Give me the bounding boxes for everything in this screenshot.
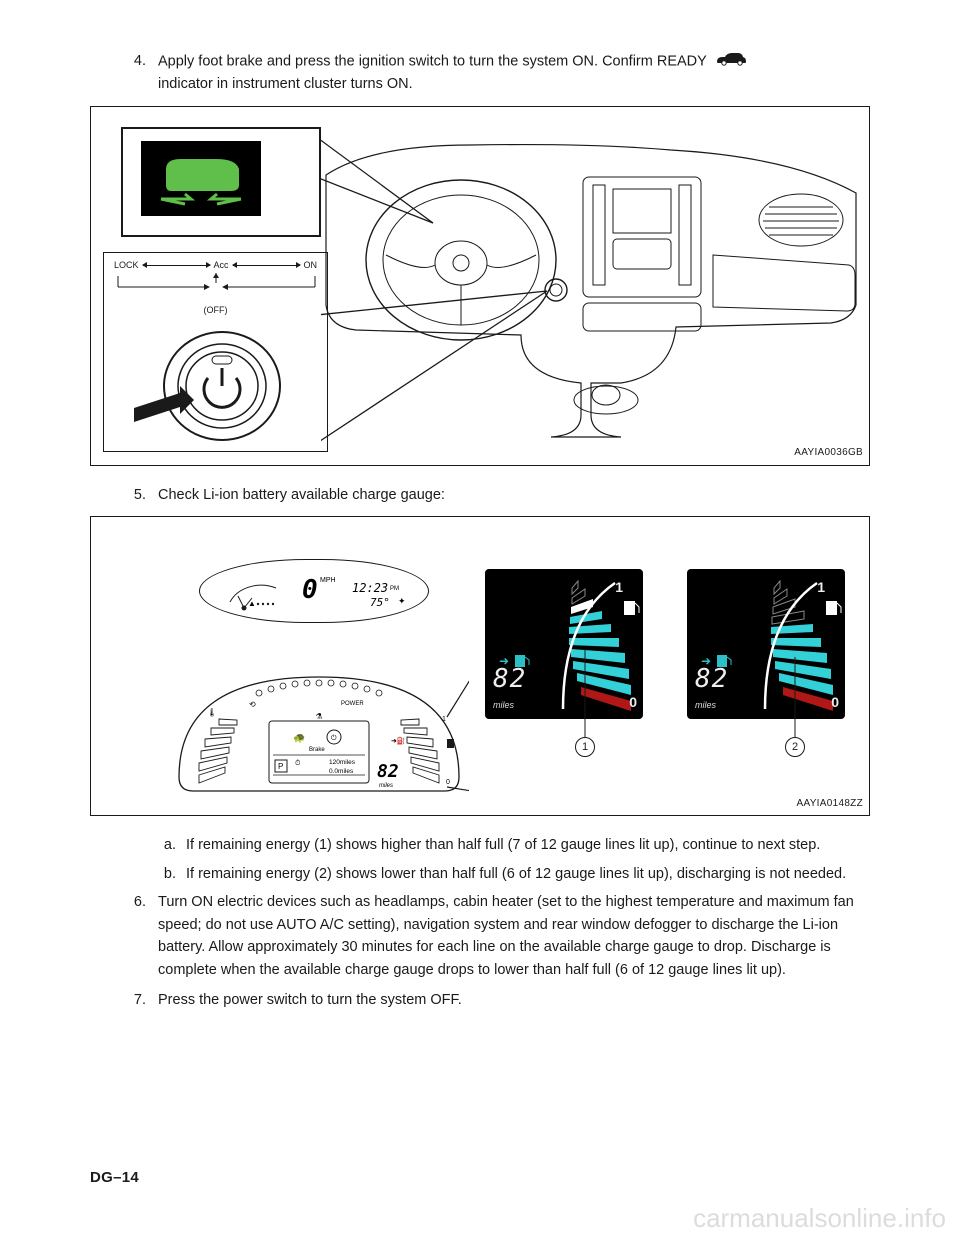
cluster-miles: miles <box>379 783 393 789</box>
substep-b-num: b. <box>158 863 186 885</box>
lower-cluster: ⟲ POWER 🌡 1 0 ➜⛽ ⚗ 🐢 ⏻ Brak <box>169 657 469 797</box>
svg-text:⏱: ⏱ <box>295 759 301 767</box>
cluster-brake: Brake <box>309 747 325 753</box>
upper-mph: MPH <box>320 577 336 584</box>
step-6-text: Turn ON electric devices such as headlam… <box>158 891 870 981</box>
fig1-id: AAYIA0036GB <box>794 445 863 461</box>
cluster-d2: 0.0miles <box>329 768 354 775</box>
svg-text:🐢: 🐢 <box>293 733 305 744</box>
cluster-p: P <box>278 762 283 771</box>
step-4-text: Apply foot brake and press the ignition … <box>158 50 870 96</box>
ign-lock-label: LOCK <box>114 259 139 273</box>
step-7: 7. Press the power switch to turn the sy… <box>124 989 870 1011</box>
step-4-line2: indicator in instrument cluster turns ON… <box>158 76 413 92</box>
fig1-ready-screen <box>141 141 261 216</box>
substep-a-text: If remaining energy (1) shows higher tha… <box>186 834 870 856</box>
cluster-one: 1 <box>442 716 446 723</box>
svg-text:▲: ▲ <box>248 599 256 608</box>
fig1-ignition-box: LOCK Acc ON (OFF) <box>103 252 328 452</box>
svg-text:⚗: ⚗ <box>315 712 322 721</box>
step-5-text: Check Li-ion battery available charge ga… <box>158 484 870 506</box>
step-7-text: Press the power switch to turn the syste… <box>158 989 870 1011</box>
gauge-tile-1: ➜ 1 0 82 miles <box>485 569 643 719</box>
figure-1: LOCK Acc ON (OFF) <box>90 106 870 466</box>
substep-b-text: If remaining energy (2) shows lower than… <box>186 863 870 885</box>
upper-pm: PM <box>390 586 399 592</box>
svg-text:➜⛽: ➜⛽ <box>391 736 406 745</box>
step-7-num: 7. <box>124 989 158 1011</box>
svg-text:⟲: ⟲ <box>249 700 256 709</box>
upper-time: 12:23 <box>352 581 388 595</box>
figure-2: ▲ 0 MPH 12:23 PM 75° ✦ ⟲ POWER <box>90 516 870 816</box>
ignition-state-row: LOCK Acc ON <box>104 253 327 273</box>
substep-b: b. If remaining energy (2) shows lower t… <box>158 863 870 885</box>
upper-zero: 0 <box>302 575 318 605</box>
svg-text:⏻: ⏻ <box>331 734 337 742</box>
step-5: 5. Check Li-ion battery available charge… <box>124 484 870 506</box>
ready-car-icon <box>715 50 747 73</box>
ign-off-label: (OFF) <box>104 304 327 318</box>
step-4-num: 4. <box>124 50 158 96</box>
upper-meter-arc: ▲ 0 MPH 12:23 PM 75° ✦ <box>199 559 429 623</box>
cluster-zero: 0 <box>446 779 450 786</box>
step-6-num: 6. <box>124 891 158 981</box>
step-4-line1: Apply foot brake and press the ignition … <box>158 54 707 70</box>
upper-temp: 75° <box>370 596 390 609</box>
page-number: DG–14 <box>90 1169 139 1186</box>
fig2-detail-area: ➜ 1 0 82 miles <box>485 569 845 759</box>
gauge-tile-2: ➜ 1 0 82 miles <box>687 569 845 719</box>
watermark: carmanualsonline.info <box>679 1195 960 1242</box>
cluster-range: 82 <box>377 761 399 782</box>
step-5-num: 5. <box>124 484 158 506</box>
ign-acc-label: Acc <box>214 259 229 273</box>
substep-a: a. If remaining energy (1) shows higher … <box>158 834 870 856</box>
page-content: 4. Apply foot brake and press the igniti… <box>90 50 870 1012</box>
ign-on-label: ON <box>304 259 318 273</box>
svg-text:✦: ✦ <box>398 596 406 606</box>
svg-text:🌡: 🌡 <box>207 708 217 717</box>
step-6: 6. Turn ON electric devices such as head… <box>124 891 870 981</box>
power-button-icon <box>104 318 329 453</box>
cluster-power-label: POWER <box>341 701 364 707</box>
cluster-d1: 120miles <box>329 759 356 766</box>
fig1-ready-indicator-box <box>121 127 321 237</box>
dashboard-illustration <box>321 115 861 455</box>
substep-a-num: a. <box>158 834 186 856</box>
fig2-id: AAYIA0148ZZ <box>797 796 863 812</box>
step-4: 4. Apply foot brake and press the igniti… <box>124 50 870 96</box>
